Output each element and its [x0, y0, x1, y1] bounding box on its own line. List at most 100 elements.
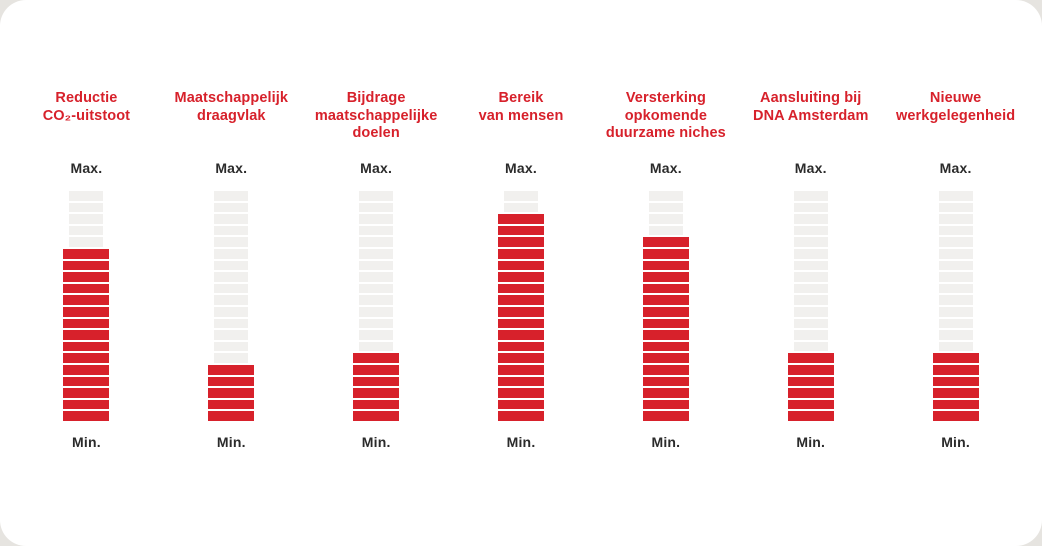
gauge-segment-filled	[498, 330, 544, 340]
gauge-segment-filled	[642, 411, 689, 421]
gauge-bar	[63, 191, 110, 421]
gauge-segment-filled	[642, 318, 689, 329]
gauge-segment-filled	[63, 388, 110, 398]
gauge-segment-filled	[353, 353, 400, 363]
gauge-segment-empty	[214, 237, 249, 247]
gauge-segment-filled	[787, 364, 834, 375]
gauge-segment-filled	[498, 248, 544, 259]
gauge-segment-filled	[642, 248, 689, 259]
gauge-segment-empty	[359, 318, 394, 329]
gauge-title: Bereik van mensen	[479, 90, 564, 146]
gauge-segment-filled	[498, 225, 544, 236]
gauge-segment-filled	[787, 353, 834, 363]
gauge-title-line: Bijdrage	[346, 90, 406, 106]
gauge-segment-empty	[648, 214, 683, 224]
gauge-segment-filled	[63, 330, 110, 340]
gauge-segment-empty	[938, 225, 973, 236]
gauge-column: Bijdrage maatschappelijke doelen Max. Min.	[304, 90, 449, 450]
gauge-segment-empty	[69, 237, 104, 247]
gauge-segment-empty	[359, 272, 394, 282]
gauge-segment-empty	[359, 295, 394, 305]
gauge-segment-filled	[353, 364, 400, 375]
gauge-column: Aansluiting bij DNA Amsterdam Max. Min.	[738, 90, 883, 450]
gauge-segment-filled	[353, 411, 400, 421]
gauge-title-line: van mensen	[478, 107, 564, 124]
gauge-bar	[932, 191, 979, 421]
gauge-segment-filled	[63, 341, 110, 352]
gauge-segment-filled	[642, 272, 689, 282]
gauge-segment-empty	[214, 353, 249, 363]
gauge-segment-filled	[642, 388, 689, 398]
gauge-segment-filled	[787, 411, 834, 421]
gauge-column: Nieuwe werkgelegenheid Max. Min.	[883, 90, 1028, 450]
gauge-segment-empty	[214, 202, 249, 213]
gauge-segment-empty	[214, 191, 249, 201]
gauge-segment-filled	[642, 260, 689, 271]
gauge-column: Bereik van mensen Max. Min.	[449, 90, 594, 450]
gauge-segment-filled	[642, 306, 689, 317]
min-label: Min.	[796, 434, 826, 450]
gauge-title-line: CO₂-uitstoot	[42, 107, 131, 124]
gauge-title-line: Versterking	[625, 90, 706, 106]
gauge-segment-filled	[63, 318, 110, 329]
gauge-segment-empty	[793, 191, 828, 201]
gauge-segment-filled	[498, 399, 544, 410]
gauge-segment-filled	[787, 388, 834, 398]
gauge-segment-filled	[353, 376, 400, 387]
gauge-segment-filled	[63, 399, 110, 410]
gauge-segment-empty	[214, 248, 249, 259]
gauge-segment-empty	[214, 225, 249, 236]
gauge-segment-empty	[648, 202, 683, 213]
gauge-segment-filled	[642, 341, 689, 352]
gauge-segment-empty	[938, 191, 973, 201]
gauge-segment-filled	[642, 295, 689, 305]
gauge-segment-filled	[63, 364, 110, 375]
gauge-title: Reductie CO₂-uitstoot	[43, 90, 130, 146]
gauge-segment-filled	[63, 353, 110, 363]
min-label: Min.	[361, 434, 391, 450]
gauge-segment-empty	[938, 341, 973, 352]
gauge-segment-filled	[642, 376, 689, 387]
gauge-segment-empty	[938, 237, 973, 247]
gauge-title-line: Bereik	[498, 90, 544, 106]
gauge-segment-filled	[63, 248, 110, 259]
gauge-bar	[787, 191, 834, 421]
gauge-segment-filled	[787, 376, 834, 387]
gauge-title-line: Maatschappelijk	[174, 90, 289, 106]
gauge-segment-empty	[793, 306, 828, 317]
gauge-segment-empty	[793, 214, 828, 224]
min-label: Min.	[941, 434, 970, 450]
gauge-title-line: opkomende	[624, 107, 707, 124]
gauge-bar	[208, 191, 255, 421]
gauge-segment-filled	[787, 399, 834, 410]
gauge-segment-empty	[359, 214, 394, 224]
gauge-segment-filled	[642, 399, 689, 410]
min-label: Min.	[506, 434, 536, 450]
gauge-segment-filled	[208, 364, 255, 375]
gauge-segment-filled	[208, 376, 255, 387]
gauge-bar	[642, 191, 689, 421]
gauge-title-line: Aansluiting bij	[760, 90, 862, 106]
gauge-segment-empty	[938, 306, 973, 317]
gauge-segment-filled	[932, 353, 979, 363]
gauge-segment-filled	[63, 272, 110, 282]
min-label: Min.	[216, 434, 246, 450]
gauge-segment-filled	[642, 330, 689, 340]
gauge-segment-filled	[63, 411, 110, 421]
gauge-segment-filled	[932, 399, 979, 410]
gauge-segment-filled	[63, 283, 110, 294]
gauge-segment-filled	[932, 376, 979, 387]
gauge-title: Aansluiting bij DNA Amsterdam	[753, 90, 868, 146]
gauge-segment-empty	[69, 191, 104, 201]
gauge-title: Versterking opkomende duurzame niches	[606, 90, 726, 146]
max-label: Max.	[794, 160, 827, 176]
gauge-segment-empty	[793, 260, 828, 271]
max-label: Max.	[505, 160, 537, 176]
gauge-segment-empty	[648, 225, 683, 236]
gauge-segment-filled	[498, 260, 544, 271]
gauge-segment-empty	[793, 295, 828, 305]
min-label: Min.	[651, 434, 681, 450]
gauge-column: Reductie CO₂-uitstoot Max. Min.	[14, 90, 159, 450]
gauge-segment-filled	[498, 353, 544, 363]
